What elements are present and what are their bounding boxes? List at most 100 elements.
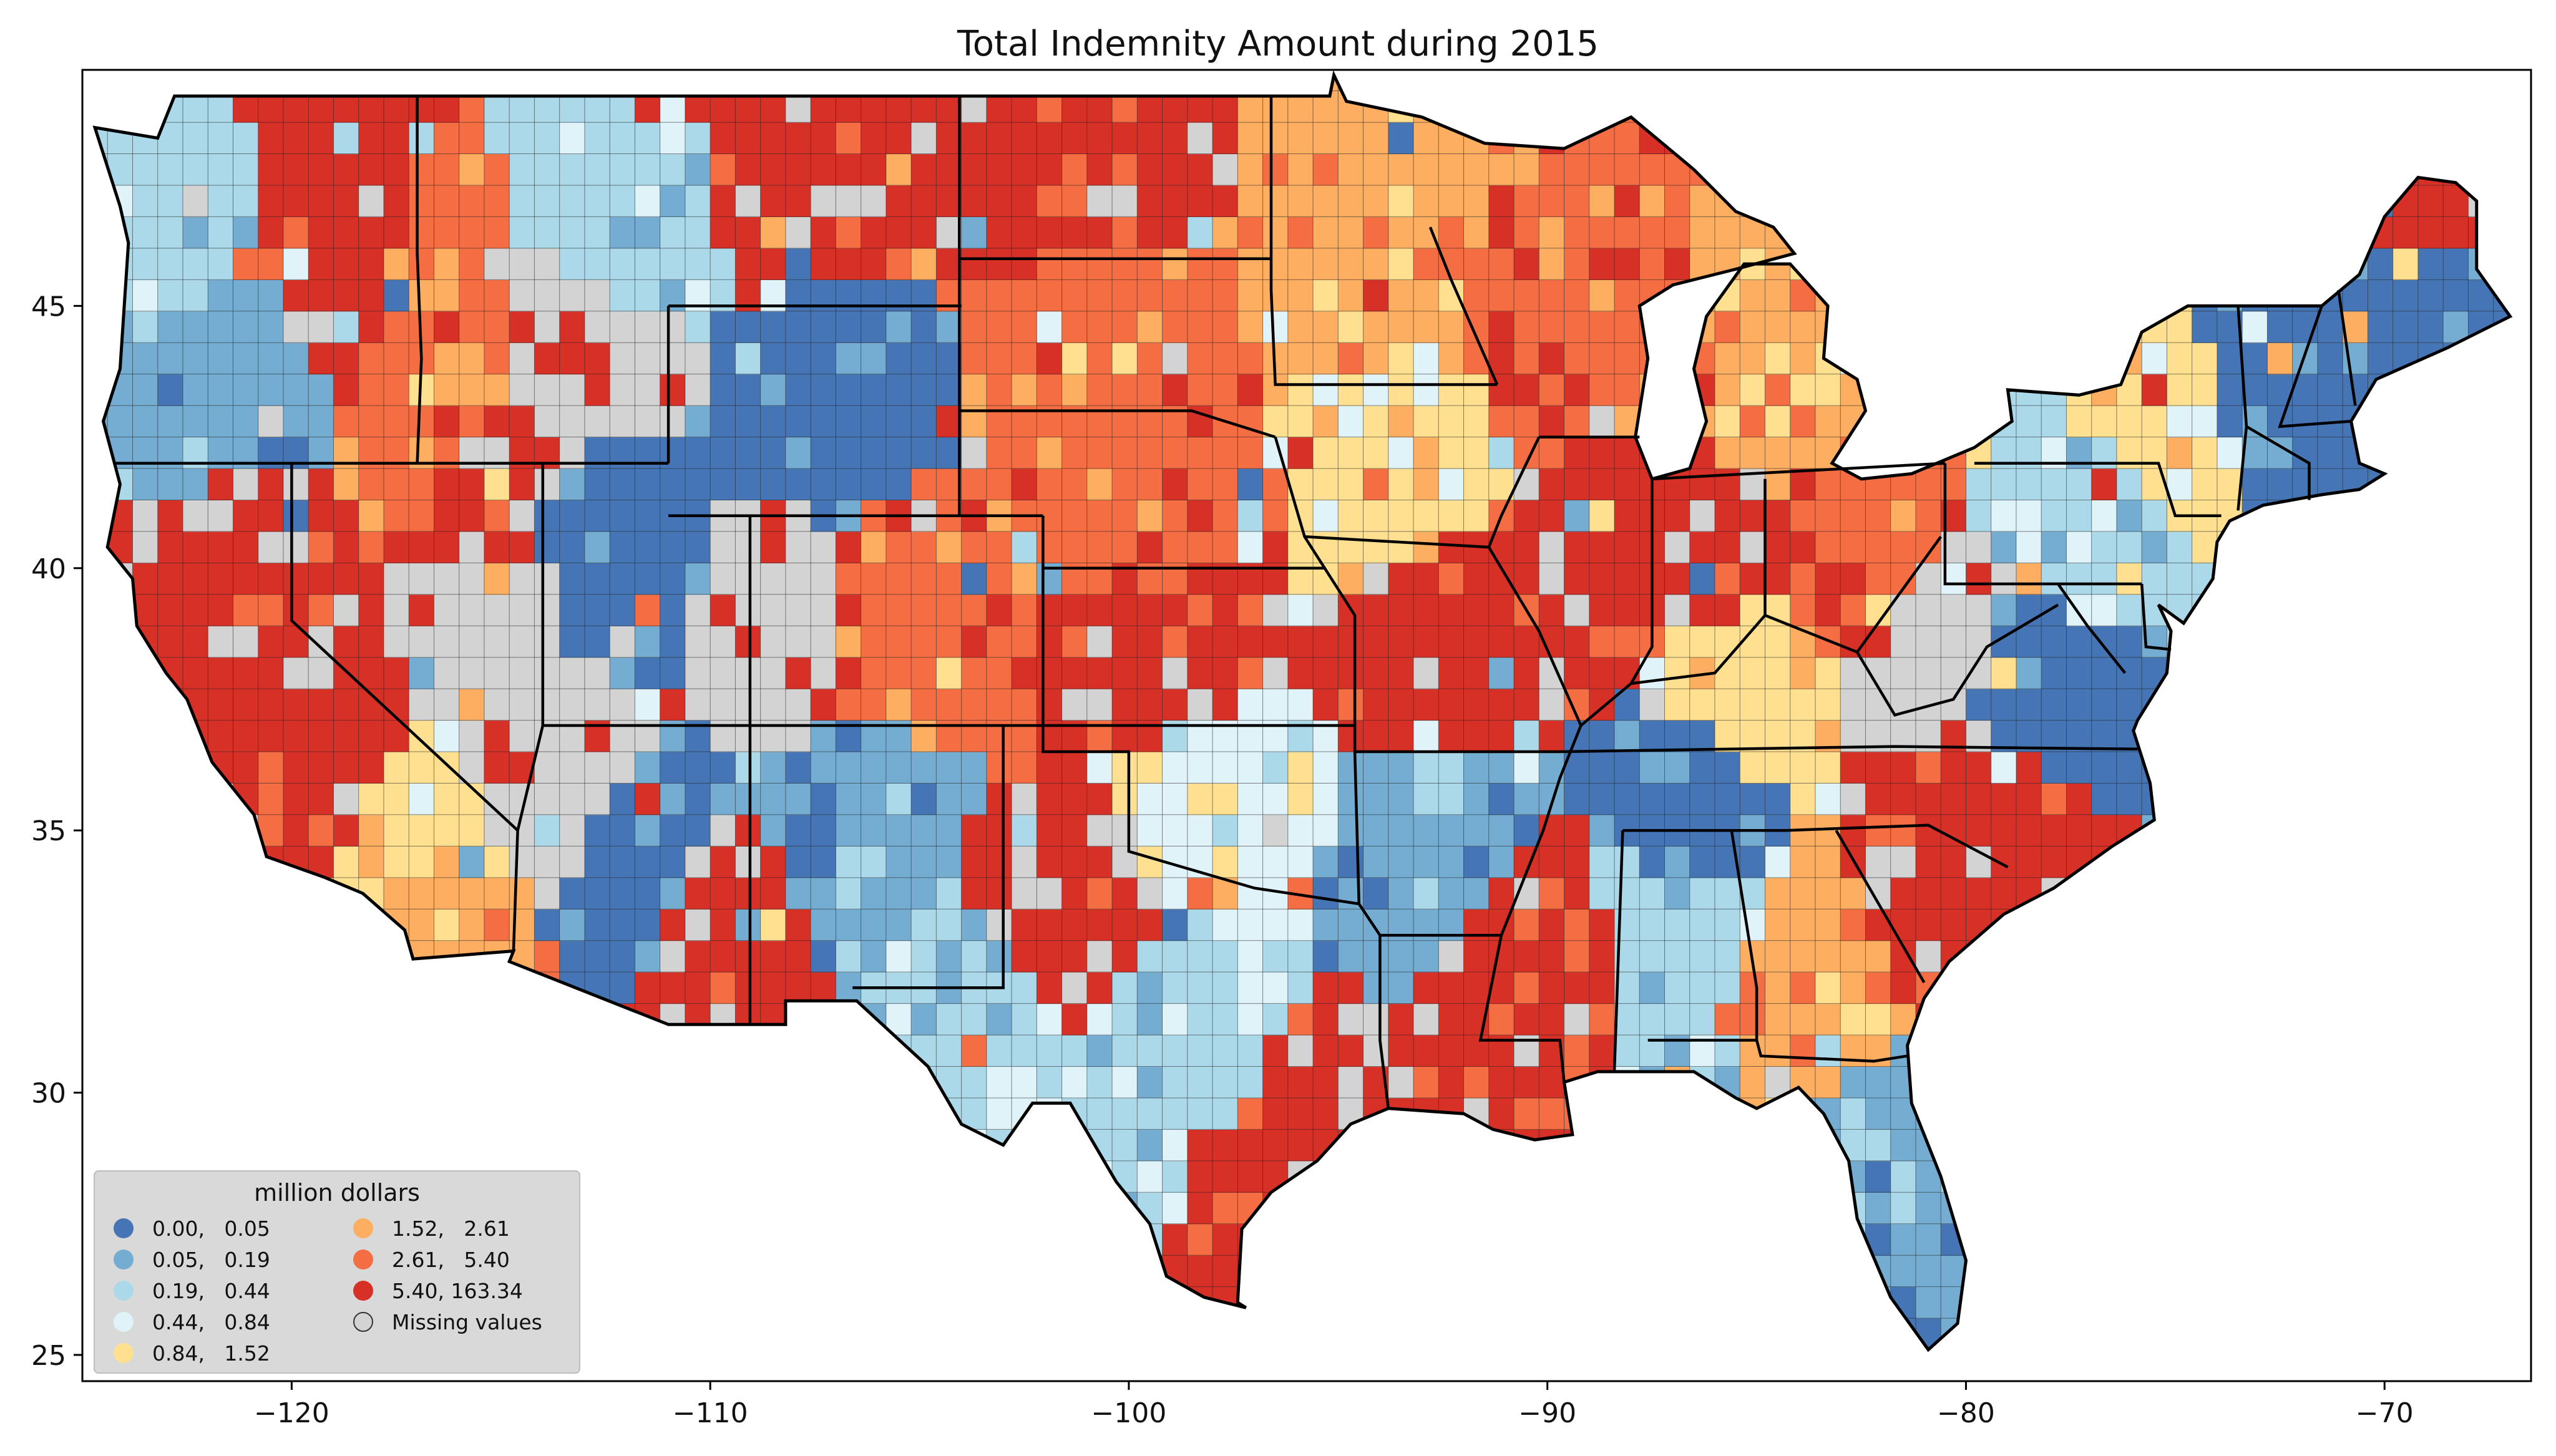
county-region — [1765, 500, 1791, 532]
county-region — [986, 1255, 1012, 1288]
county-region — [885, 846, 912, 878]
county-region — [1363, 1223, 1389, 1256]
county-region — [258, 216, 284, 249]
county-region — [1287, 185, 1314, 217]
county-region — [2368, 1318, 2394, 1350]
county-region — [2393, 122, 2419, 155]
county-region — [384, 657, 409, 689]
county-region — [610, 468, 635, 500]
county-region — [2417, 657, 2444, 689]
county-region — [409, 720, 434, 752]
county-region — [1865, 1129, 1891, 1162]
county-region — [2368, 909, 2394, 941]
county-region — [2267, 1286, 2293, 1319]
county-region — [559, 594, 585, 626]
county-region — [1589, 1350, 1615, 1382]
county-region — [1237, 122, 1264, 155]
county-region — [710, 1098, 736, 1130]
county-region — [685, 216, 711, 249]
legend-entry: 0.19, 0.44 — [114, 1275, 270, 1306]
county-region — [961, 531, 987, 563]
county-region — [559, 279, 585, 312]
county-region — [785, 1160, 811, 1193]
county-region — [2493, 122, 2510, 155]
county-region — [2142, 216, 2167, 249]
county-region — [961, 75, 987, 92]
county-region — [534, 752, 560, 784]
state-border — [1652, 462, 1946, 481]
county-region — [1086, 1098, 1113, 1130]
county-region — [1941, 216, 1966, 249]
county-region — [1061, 657, 1088, 689]
county-region — [157, 153, 183, 186]
county-region — [1488, 374, 1515, 406]
county-region — [2292, 594, 2318, 626]
county-region — [1765, 877, 1791, 910]
county-region — [1162, 657, 1188, 689]
county-region — [785, 783, 811, 815]
legend-label: 0.19, 0.44 — [152, 1278, 270, 1303]
county-region — [1639, 1098, 1666, 1130]
county-region — [1715, 311, 1740, 343]
county-region — [2167, 90, 2193, 123]
county-region — [1689, 752, 1715, 784]
county-region — [1765, 1350, 1791, 1382]
county-region — [1840, 1098, 1866, 1130]
county-region — [1689, 468, 1715, 500]
state-border — [1631, 478, 1767, 685]
county-region — [107, 279, 133, 312]
county-region — [986, 1192, 1012, 1225]
county-region — [2091, 1129, 2117, 1162]
county-region — [2041, 75, 2067, 92]
county-region — [1916, 940, 1941, 973]
county-region — [1890, 185, 1916, 217]
county-region — [660, 752, 686, 784]
county-region — [2192, 248, 2218, 280]
county-region — [1589, 909, 1615, 941]
county-region — [1338, 279, 1364, 312]
county-region — [1488, 752, 1515, 784]
county-region — [1639, 1255, 1666, 1288]
county-region — [1589, 1255, 1615, 1288]
county-region — [1865, 1318, 1891, 1350]
legend-label: 0.44, 0.84 — [152, 1309, 270, 1334]
county-region — [986, 185, 1012, 217]
county-region — [2317, 122, 2343, 155]
county-region — [1463, 972, 1490, 1004]
county-region — [1137, 1098, 1163, 1130]
county-region — [2217, 626, 2243, 658]
county-region — [1187, 752, 1213, 784]
county-region — [685, 752, 711, 784]
county-region — [1037, 185, 1063, 217]
county-region — [635, 594, 661, 626]
county-region — [183, 909, 208, 941]
county-region — [836, 153, 862, 186]
county-region — [1086, 877, 1113, 910]
county-region — [936, 940, 962, 973]
county-region — [785, 1035, 811, 1067]
county-region — [1966, 500, 1992, 532]
county-region — [1438, 279, 1465, 312]
county-region — [1263, 1350, 1289, 1382]
county-region — [1991, 1286, 2017, 1319]
legend-entry: 5.40, 163.34 — [353, 1275, 542, 1306]
county-region — [2016, 626, 2042, 658]
county-region — [1338, 1350, 1363, 1382]
county-region — [1262, 689, 1289, 721]
county-region — [1589, 1098, 1615, 1130]
county-region — [2142, 1098, 2167, 1130]
county-region — [183, 405, 208, 438]
county-region — [2192, 1035, 2218, 1067]
county-region — [2242, 90, 2268, 123]
county-region — [1463, 846, 1490, 878]
state-border — [2057, 583, 2127, 674]
county-region — [785, 626, 811, 658]
county-region — [911, 783, 937, 815]
county-region — [1514, 972, 1539, 1004]
county-region — [1313, 783, 1339, 815]
county-region — [1514, 405, 1539, 438]
county-region — [358, 216, 384, 249]
county-region — [610, 783, 635, 815]
county-region — [1488, 783, 1515, 815]
county-region — [1539, 1160, 1565, 1193]
